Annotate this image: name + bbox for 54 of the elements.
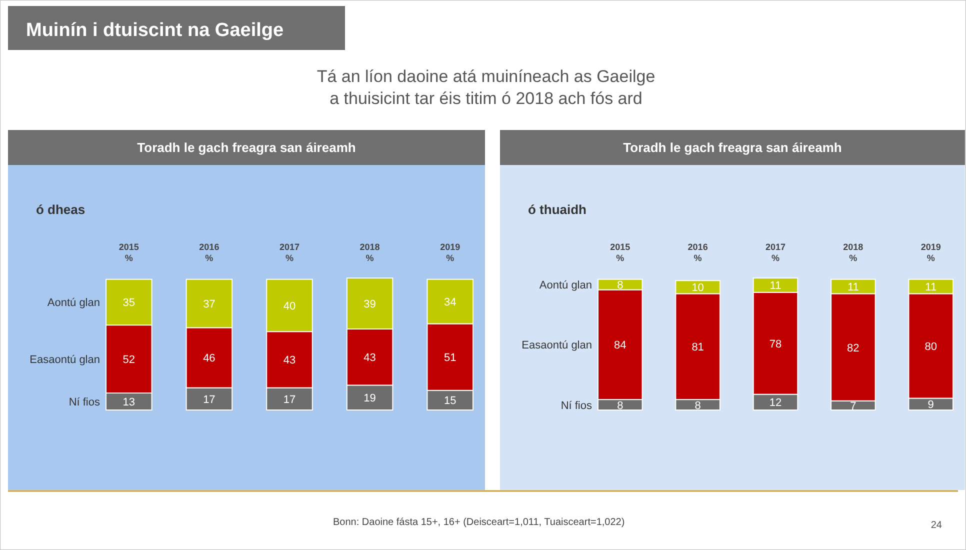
data-label: 43 (364, 352, 376, 364)
data-label: 51 (444, 352, 456, 364)
data-label: 80 (924, 340, 937, 353)
series-label: Aontú glan (539, 280, 592, 292)
data-label: 35 (122, 297, 136, 310)
series-label: Aontú glan (47, 297, 100, 310)
data-label: 8 (694, 400, 701, 412)
data-label: 84 (614, 340, 626, 352)
data-label: 78 (769, 338, 782, 350)
text: Tá an líon daoine atá muiníneach as Gaeilge a thuisicint tar éis titim ó 2018 ach fós ard (316, 67, 656, 108)
data-label: 17 (283, 394, 296, 406)
text: 24 (930, 520, 942, 531)
x-tick-label: 2015 % (610, 242, 630, 263)
data-label: 12 (769, 397, 782, 410)
data-label: 11 (770, 280, 782, 292)
data-label: 9 (928, 399, 934, 412)
data-label: 11 (847, 281, 859, 294)
data-label: 43 (283, 354, 296, 367)
x-tick-label: 2017 % (279, 242, 300, 263)
x-tick-label: 2016 % (688, 242, 708, 263)
text: Muinín i dtuiscint na Gaeilge (26, 20, 284, 41)
x-tick-label: 2019 % (440, 242, 460, 263)
data-label: 46 (203, 352, 216, 365)
data-label: 40 (283, 300, 296, 312)
data-label: 17 (203, 394, 216, 406)
x-tick-label: 2018 % (360, 242, 380, 263)
x-tick-label: 2019 % (920, 242, 941, 263)
data-label: 8 (617, 280, 624, 292)
data-label: 37 (203, 298, 216, 310)
data-label: 13 (122, 396, 136, 409)
series-label: Ní fios (560, 400, 592, 412)
data-label: 19 (364, 392, 376, 405)
data-label: 7 (850, 400, 856, 412)
data-label: 39 (364, 298, 376, 310)
x-tick-label: 2016 % (199, 242, 220, 263)
data-label: 81 (692, 342, 704, 354)
series-label: Easaontú glan (522, 340, 592, 352)
series-label: Ní fios (68, 396, 100, 409)
chart-subtitle: Toradh le gach freagra san áireamh (623, 140, 842, 155)
data-label: 10 (692, 282, 704, 294)
data-label: 11 (925, 281, 937, 294)
x-tick-label: 2017 % (765, 242, 786, 263)
data-label: 15 (444, 395, 456, 408)
data-label: 82 (847, 342, 860, 354)
text: Bonn: Daoine fásta 15+, 16+ (Deisceart=1,011, Tuaisceart=1,022) (333, 517, 625, 528)
data-label: 8 (617, 400, 624, 412)
chart-title: ó dheas (36, 202, 86, 217)
x-tick-label: 2015 % (118, 242, 139, 263)
data-label: 34 (444, 296, 456, 309)
data-label: 52 (122, 354, 136, 366)
chart-title: ó thuaidh (528, 202, 587, 217)
series-label: Easaontú glan (30, 354, 100, 366)
x-tick-label: 2018 % (843, 242, 864, 263)
chart-subtitle: Toradh le gach freagra san áireamh (137, 140, 356, 155)
